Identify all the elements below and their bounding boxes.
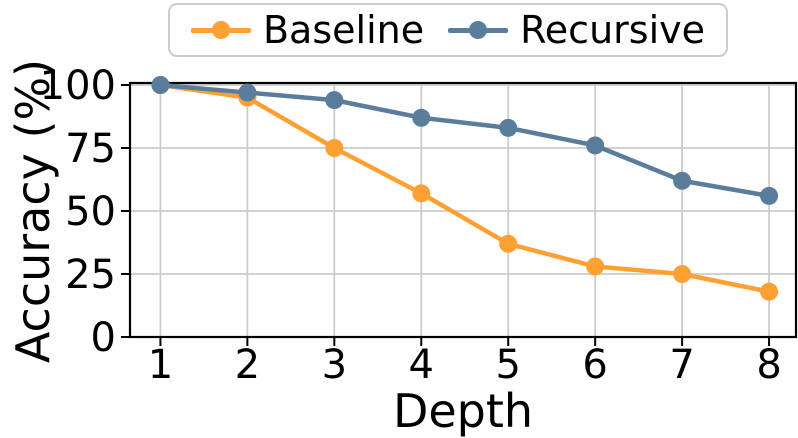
axes-spines bbox=[128, 81, 798, 339]
recursive-data-point bbox=[325, 91, 344, 110]
recursive-data-point bbox=[673, 171, 692, 190]
baseline-line-marker-icon bbox=[190, 20, 251, 40]
x-tick-label: 6 bbox=[582, 342, 607, 388]
baseline-data-point bbox=[586, 257, 605, 276]
x-tick-label: 5 bbox=[495, 342, 520, 388]
baseline-data-point bbox=[673, 265, 692, 283]
recursive-data-point bbox=[499, 118, 518, 137]
chart-legend: Baseline Recursive bbox=[168, 3, 728, 57]
x-tick-label: 4 bbox=[409, 342, 434, 388]
x-tick-label: 1 bbox=[148, 342, 173, 388]
baseline-series-line bbox=[158, 82, 772, 294]
baseline-data-point bbox=[499, 234, 518, 253]
baseline-data-point bbox=[412, 184, 431, 203]
recursive-data-point bbox=[412, 108, 431, 127]
legend-label-baseline: Baseline bbox=[262, 8, 425, 52]
x-tick-label: 7 bbox=[669, 342, 694, 388]
recursive-line-marker-icon bbox=[448, 20, 509, 40]
y-tick-label: 0 bbox=[91, 315, 116, 361]
y-tick-label: 25 bbox=[65, 252, 116, 298]
x-tick-label: 2 bbox=[235, 342, 260, 388]
x-tick-label: 3 bbox=[322, 342, 347, 388]
baseline-data-point bbox=[325, 139, 344, 157]
recursive-data-point bbox=[760, 186, 779, 205]
legend-item-recursive: Recursive bbox=[448, 11, 705, 49]
legend-label-recursive: Recursive bbox=[520, 8, 706, 52]
legend-item-baseline: Baseline bbox=[190, 8, 425, 52]
recursive-data-point bbox=[238, 83, 257, 102]
recursive-series-line bbox=[158, 82, 772, 199]
y-tick-label: 75 bbox=[65, 126, 116, 172]
baseline-data-point bbox=[760, 282, 779, 301]
recursive-data-point bbox=[586, 136, 605, 155]
x-axis-label: Depth bbox=[392, 384, 534, 438]
recursive-data-point bbox=[151, 76, 170, 94]
y-axis-label: Accuracy (%) bbox=[6, 58, 60, 364]
y-tick-label: 100 bbox=[40, 63, 116, 109]
y-tick-label: 50 bbox=[65, 189, 116, 235]
x-tick-label: 8 bbox=[756, 342, 781, 388]
